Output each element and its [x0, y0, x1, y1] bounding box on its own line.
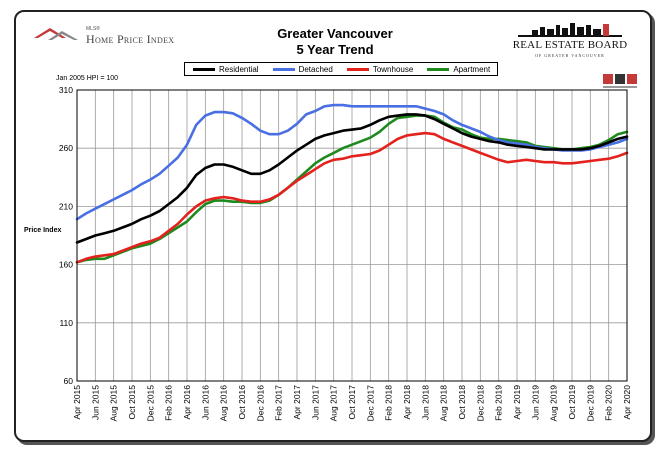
x-tick-label: Aug 2019: [549, 385, 559, 422]
chart-frame: [14, 10, 652, 442]
x-tick-label: Apr 2018: [402, 385, 412, 420]
y-tick-label: 160: [59, 260, 73, 270]
x-tick-label: Jun 2019: [530, 385, 540, 420]
y-tick-label: 260: [59, 143, 73, 153]
x-tick-label: Oct 2015: [127, 385, 137, 420]
x-tick-label: Oct 2018: [457, 385, 467, 420]
x-tick-label: Feb 2017: [274, 385, 284, 421]
x-tick-label: Apr 2016: [182, 385, 192, 420]
x-tick-label: Feb 2019: [494, 385, 504, 421]
x-tick-label: Feb 2016: [164, 385, 174, 421]
legend-item-residential: Residential: [193, 65, 259, 74]
x-tick-label: Apr 2020: [622, 385, 632, 420]
x-tick-label: Jun 2016: [200, 385, 210, 420]
legend-item-detached: Detached: [272, 64, 333, 74]
x-tick-label: Apr 2019: [512, 385, 522, 420]
x-tick-label: Oct 2019: [567, 385, 577, 420]
legend-label-townhouse: Townhouse: [372, 64, 414, 74]
board-name: REAL ESTATE BOARD: [512, 39, 628, 51]
legend-item-apartment: Apartment: [427, 65, 490, 74]
x-tick-label: Aug 2015: [109, 385, 119, 422]
x-tick-label: Dec 2019: [585, 385, 595, 422]
skyline-icon: [518, 23, 622, 37]
x-tick-label: Oct 2016: [237, 385, 247, 420]
x-tick-label: Aug 2018: [439, 385, 449, 422]
x-tick-label: Aug 2016: [219, 385, 229, 422]
x-tick-label: Dec 2018: [475, 385, 485, 422]
x-tick-label: Feb 2018: [384, 385, 394, 421]
board-subtitle: OF GREATER VANCOUVER: [535, 53, 605, 58]
series-line-residential: [75, 113, 629, 244]
hpi-base-note: Jan 2005 HPI = 100: [56, 75, 119, 82]
x-tick-label: Dec 2015: [145, 385, 155, 422]
legend-label-detached: Detached: [298, 64, 333, 74]
x-tick-label: Apr 2017: [292, 385, 302, 420]
x-tick-label: Dec 2016: [255, 385, 265, 422]
legend-swatch-residential: [193, 67, 215, 71]
legend-label-residential: Residential: [219, 64, 259, 74]
mls-small-label: MLS®: [86, 26, 100, 32]
board-logo: REAL ESTATE BOARD OF GREATER VANCOUVER: [508, 22, 632, 62]
x-tick-label: Jun 2017: [310, 385, 320, 420]
y-tick-label: 210: [59, 201, 73, 211]
x-tick-label: Apr 2015: [72, 385, 82, 420]
series-line-townhouse: [75, 131, 629, 264]
x-tick-label: Jun 2018: [420, 385, 430, 420]
realtor-badges-icon: [603, 74, 637, 88]
mls-hpi-logo: MLS® Home Price Index: [32, 24, 192, 48]
legend-item-townhouse: Townhouse: [346, 64, 414, 74]
x-tick-label: Aug 2017: [329, 385, 339, 422]
y-tick-label: 110: [59, 318, 73, 328]
title-line-2: 5 Year Trend: [296, 42, 374, 57]
x-tick-label: Feb 2020: [604, 385, 614, 421]
x-tick-label: Jun 2015: [90, 385, 100, 420]
legend-swatch-detached: [272, 67, 295, 71]
legend-swatch-townhouse: [346, 67, 369, 71]
legend-label-apartment: Apartment: [453, 64, 491, 74]
page-title: Greater Vancouver 5 Year Trend: [230, 26, 440, 58]
chart-legend: Residential Detached Townhouse Apartment: [184, 62, 498, 76]
y-tick-label: 60: [64, 376, 74, 386]
title-line-1: Greater Vancouver: [277, 26, 393, 41]
x-tick-label: Dec 2017: [365, 385, 375, 422]
y-tick-label: 310: [59, 85, 73, 95]
house-roof-icon: [34, 28, 78, 40]
y-axis-label: Price Index: [24, 227, 62, 234]
x-tick-label: Oct 2017: [347, 385, 357, 420]
mls-name-label: Home Price Index: [86, 32, 175, 46]
legend-swatch-apartment: [427, 67, 450, 71]
